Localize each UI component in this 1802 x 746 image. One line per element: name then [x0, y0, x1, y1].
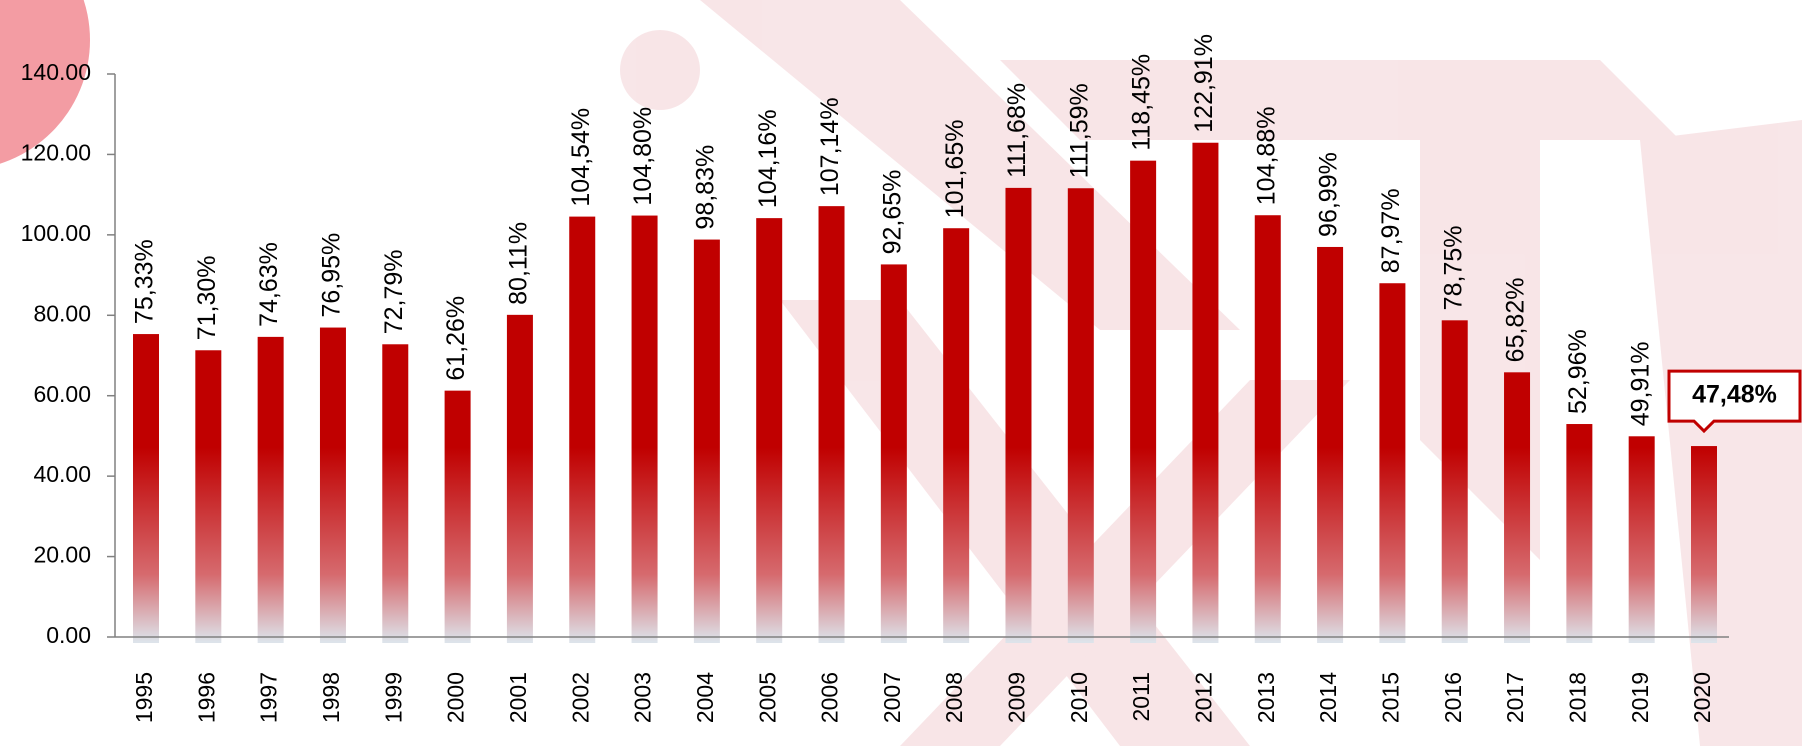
x-tick-label: 2002	[567, 672, 593, 723]
bar	[1005, 188, 1031, 643]
value-label: 78,75%	[1439, 226, 1467, 311]
bar	[1566, 424, 1592, 643]
x-tick-label: 2008	[941, 672, 967, 723]
bar	[1317, 247, 1343, 643]
x-tick-label: 2011	[1128, 672, 1154, 721]
bar	[819, 206, 845, 643]
bar	[632, 216, 658, 643]
value-label: 104,80%	[629, 107, 657, 206]
x-tick-label: 2004	[692, 672, 718, 723]
bar	[507, 315, 533, 643]
x-tick-label: 2003	[630, 672, 656, 723]
value-label: 111,68%	[1003, 83, 1031, 178]
bar	[258, 337, 284, 643]
x-tick-label: 2005	[754, 672, 780, 723]
bar	[1255, 215, 1281, 643]
x-tick-label: 1998	[318, 672, 344, 723]
bar	[382, 344, 408, 643]
bar	[569, 217, 595, 643]
value-label: 101,65%	[941, 120, 969, 219]
bar	[1192, 143, 1218, 643]
bar	[756, 218, 782, 643]
bar	[320, 328, 346, 643]
value-label: 92,65%	[878, 170, 906, 255]
x-tick-label: 2019	[1627, 672, 1653, 723]
value-label: 104,16%	[754, 109, 782, 208]
x-tick-label: 2010	[1066, 672, 1092, 723]
x-tick-label: 2016	[1440, 672, 1466, 723]
bar	[1379, 283, 1405, 643]
y-tick-label: 0.00	[46, 622, 91, 648]
value-label: 75,33%	[131, 239, 159, 324]
chart: 0.00 20.00 40.00 60.00 80.00 100.00 120.00 140.…	[0, 0, 1802, 746]
bar	[195, 350, 221, 643]
bar	[1068, 188, 1094, 643]
value-label: 52,96%	[1564, 329, 1592, 414]
x-tick-label: 2012	[1191, 672, 1217, 723]
y-tick-label: 20.00	[33, 542, 91, 568]
bar	[1629, 436, 1655, 643]
value-label: 65,82%	[1502, 278, 1530, 363]
bar	[1691, 446, 1717, 643]
value-label: 104,88%	[1252, 107, 1280, 206]
value-label: 107,14%	[816, 97, 844, 196]
value-label: 61,26%	[442, 296, 470, 381]
bar	[694, 240, 720, 643]
x-tick-label: 2013	[1253, 672, 1279, 723]
value-label: 104,54%	[567, 108, 595, 207]
x-tick-label: 2001	[505, 672, 531, 723]
value-label: 49,91%	[1626, 341, 1654, 426]
value-label: 122,91%	[1190, 34, 1218, 133]
x-tick-label: 2015	[1377, 672, 1403, 723]
x-tick-label: 2006	[817, 672, 843, 723]
bar	[133, 334, 159, 643]
value-label: 87,97%	[1377, 188, 1405, 273]
y-tick-label: 40.00	[33, 461, 91, 487]
bar	[881, 264, 907, 643]
value-label: 98,83%	[691, 145, 719, 230]
x-tick-label: 2009	[1004, 672, 1030, 723]
x-tick-label: 1999	[380, 672, 406, 723]
bar	[1504, 372, 1530, 643]
x-tick-label: 2014	[1315, 672, 1341, 723]
value-label: 80,11%	[505, 222, 533, 305]
y-tick-label: 140.00	[21, 59, 91, 85]
y-tick-label: 120.00	[21, 140, 91, 166]
x-tick-label: 1995	[131, 672, 157, 723]
x-tick-label: 2018	[1564, 672, 1590, 723]
x-tick-label: 2007	[879, 672, 905, 723]
value-label: 74,63%	[255, 242, 283, 327]
value-label: 47,48%	[1692, 381, 1777, 409]
x-tick-label: 2020	[1689, 672, 1715, 723]
x-tick-label: 1997	[256, 672, 282, 723]
x-tick-label: 1996	[193, 672, 219, 723]
bar	[445, 391, 471, 643]
value-label: 71,30%	[193, 255, 221, 340]
y-tick-label: 60.00	[33, 381, 91, 407]
bar	[943, 228, 969, 643]
value-label: 76,95%	[318, 233, 346, 318]
y-tick-label: 80.00	[33, 300, 91, 326]
bar	[1130, 161, 1156, 643]
value-label: 72,79%	[380, 249, 408, 334]
value-label: 96,99%	[1315, 152, 1343, 237]
bar	[1442, 320, 1468, 643]
value-label: 118,45%	[1128, 54, 1156, 151]
y-tick-label: 100.00	[21, 220, 91, 246]
value-label: 111,59%	[1065, 83, 1093, 178]
x-tick-label: 2000	[443, 672, 469, 723]
x-tick-label: 2017	[1502, 672, 1528, 723]
